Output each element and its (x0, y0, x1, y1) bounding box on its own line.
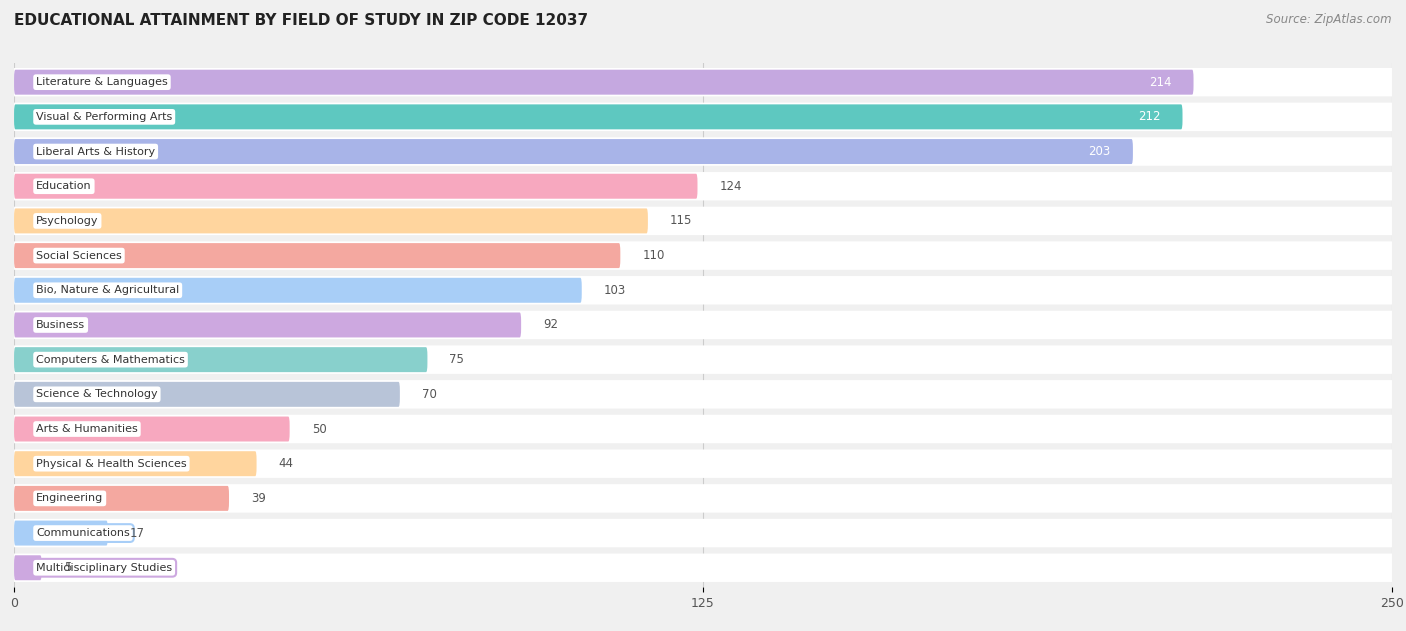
FancyBboxPatch shape (14, 139, 1133, 164)
FancyBboxPatch shape (14, 382, 399, 407)
FancyBboxPatch shape (14, 68, 1392, 97)
FancyBboxPatch shape (14, 484, 1392, 512)
FancyBboxPatch shape (14, 415, 1392, 443)
FancyBboxPatch shape (14, 449, 1392, 478)
Text: Computers & Mathematics: Computers & Mathematics (37, 355, 186, 365)
FancyBboxPatch shape (14, 519, 1392, 547)
Text: 39: 39 (252, 492, 266, 505)
Text: Arts & Humanities: Arts & Humanities (37, 424, 138, 434)
Text: Bio, Nature & Agricultural: Bio, Nature & Agricultural (37, 285, 180, 295)
Text: Psychology: Psychology (37, 216, 98, 226)
Text: Liberal Arts & History: Liberal Arts & History (37, 146, 155, 156)
Text: Business: Business (37, 320, 86, 330)
Text: 44: 44 (278, 457, 294, 470)
Text: 75: 75 (450, 353, 464, 366)
FancyBboxPatch shape (14, 416, 290, 442)
Text: 124: 124 (720, 180, 742, 192)
FancyBboxPatch shape (14, 208, 648, 233)
Text: 5: 5 (63, 561, 72, 574)
FancyBboxPatch shape (14, 242, 1392, 270)
FancyBboxPatch shape (14, 553, 1392, 582)
FancyBboxPatch shape (14, 172, 1392, 201)
Text: 212: 212 (1137, 110, 1160, 123)
Text: Literature & Languages: Literature & Languages (37, 77, 167, 87)
Text: Engineering: Engineering (37, 493, 104, 504)
FancyBboxPatch shape (14, 380, 1392, 408)
Text: 203: 203 (1088, 145, 1111, 158)
Text: Multidisciplinary Studies: Multidisciplinary Studies (37, 563, 172, 573)
Text: EDUCATIONAL ATTAINMENT BY FIELD OF STUDY IN ZIP CODE 12037: EDUCATIONAL ATTAINMENT BY FIELD OF STUDY… (14, 13, 588, 28)
FancyBboxPatch shape (14, 310, 1392, 339)
FancyBboxPatch shape (14, 486, 229, 511)
FancyBboxPatch shape (14, 276, 1392, 305)
Text: Source: ZipAtlas.com: Source: ZipAtlas.com (1267, 13, 1392, 26)
Text: 103: 103 (603, 284, 626, 297)
FancyBboxPatch shape (14, 347, 427, 372)
FancyBboxPatch shape (14, 69, 1194, 95)
FancyBboxPatch shape (14, 174, 697, 199)
FancyBboxPatch shape (14, 138, 1392, 166)
Text: Education: Education (37, 181, 91, 191)
FancyBboxPatch shape (14, 521, 108, 546)
Text: Physical & Health Sciences: Physical & Health Sciences (37, 459, 187, 469)
FancyBboxPatch shape (14, 278, 582, 303)
Text: 50: 50 (312, 423, 326, 435)
Text: 17: 17 (129, 527, 145, 540)
FancyBboxPatch shape (14, 451, 256, 476)
Text: Visual & Performing Arts: Visual & Performing Arts (37, 112, 173, 122)
Text: 214: 214 (1149, 76, 1171, 89)
FancyBboxPatch shape (14, 207, 1392, 235)
Text: 92: 92 (543, 319, 558, 331)
FancyBboxPatch shape (14, 104, 1182, 129)
FancyBboxPatch shape (14, 555, 42, 581)
FancyBboxPatch shape (14, 345, 1392, 374)
FancyBboxPatch shape (14, 312, 522, 338)
Text: 70: 70 (422, 388, 437, 401)
Text: 115: 115 (669, 215, 692, 227)
Text: Science & Technology: Science & Technology (37, 389, 157, 399)
FancyBboxPatch shape (14, 103, 1392, 131)
Text: Communications: Communications (37, 528, 129, 538)
Text: Social Sciences: Social Sciences (37, 251, 122, 261)
FancyBboxPatch shape (14, 243, 620, 268)
Text: 110: 110 (643, 249, 665, 262)
